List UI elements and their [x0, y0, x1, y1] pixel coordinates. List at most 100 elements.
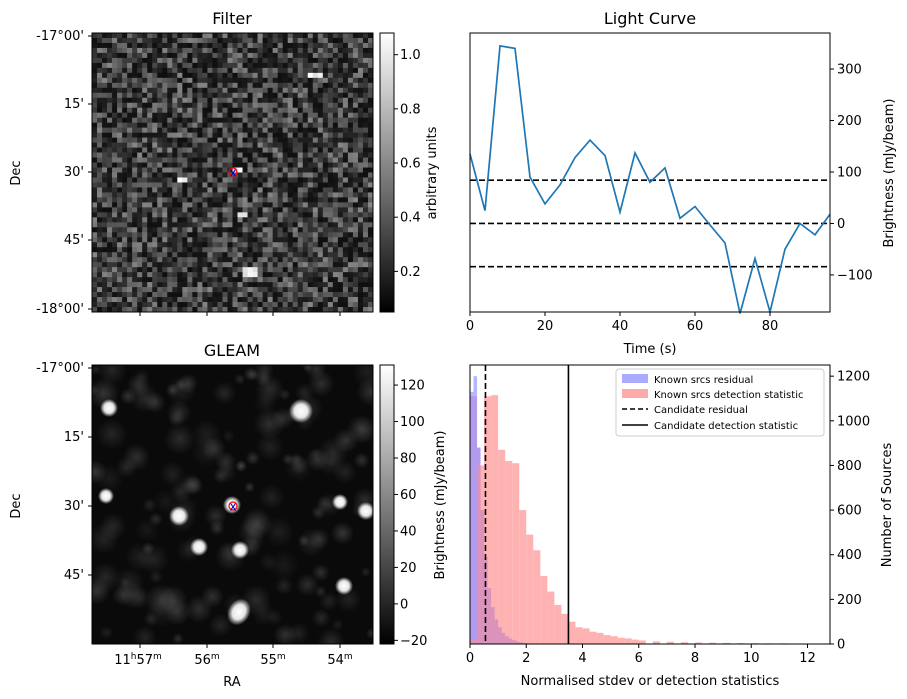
filter-pixel	[322, 192, 329, 198]
filter-pixel	[122, 132, 128, 138]
filter-pixel	[162, 117, 168, 123]
filter-pixel	[247, 167, 253, 173]
filter-pixel	[202, 157, 208, 163]
filter-pixel	[207, 247, 213, 253]
filter-pixel	[357, 67, 364, 74]
filter-pixel	[212, 212, 218, 218]
filter-pixel	[212, 227, 218, 233]
filter-pixel	[107, 162, 113, 168]
filter-pixel	[292, 132, 299, 138]
filter-pixel	[152, 122, 158, 128]
light-curve-xtick-label: 20	[537, 319, 554, 334]
filter-pixel	[242, 142, 248, 148]
filter-pixel	[272, 282, 278, 288]
filter-pixel	[117, 202, 123, 208]
filter-pixel	[322, 77, 329, 84]
filter-pixel	[227, 77, 233, 84]
filter-pixel	[232, 33, 238, 39]
filter-pixel	[202, 42, 208, 49]
filter-pixel	[347, 62, 354, 69]
histogram-bar-overlap	[515, 641, 520, 644]
filter-pixel	[367, 192, 374, 198]
filter-pixel	[117, 77, 123, 84]
filter-pixel	[337, 33, 344, 39]
filter-pixel	[97, 82, 103, 89]
filter-pixel	[227, 232, 233, 238]
filter-pixel	[237, 302, 243, 308]
filter-pixel	[312, 197, 319, 203]
filter-pixel	[97, 37, 103, 44]
filter-pixel	[162, 107, 168, 114]
filter-pixel	[167, 127, 173, 133]
filter-pixel	[122, 182, 128, 188]
filter-pixel	[102, 242, 108, 248]
gleam-noise-blob	[92, 384, 100, 396]
filter-pixel	[187, 197, 193, 203]
filter-pixel	[292, 37, 299, 44]
filter-pixel	[157, 197, 163, 203]
filter-pixel	[162, 182, 168, 188]
filter-pixel	[242, 307, 248, 313]
filter-pixel	[267, 292, 273, 298]
filter-pixel	[212, 37, 218, 44]
filter-pixel	[292, 107, 299, 114]
filter-pixel	[277, 302, 283, 308]
filter-pixel	[92, 52, 98, 59]
filter-pixel	[352, 212, 359, 218]
filter-pixel	[262, 42, 268, 49]
filter-pixel	[262, 167, 268, 173]
filter-pixel	[322, 82, 329, 89]
filter-pixel	[207, 177, 213, 183]
filter-pixel	[157, 292, 163, 298]
filter-pixel	[122, 147, 128, 153]
filter-pixel	[107, 292, 113, 298]
filter-pixel	[192, 287, 198, 293]
filter-pixel	[362, 142, 369, 148]
filter-pixel	[182, 227, 188, 233]
filter-pixel	[227, 112, 233, 118]
filter-pixel	[262, 162, 268, 168]
filter-pixel	[257, 77, 263, 84]
filter-pixel	[332, 87, 339, 94]
filter-pixel	[252, 107, 258, 114]
filter-pixel	[167, 202, 173, 208]
filter-pixel	[162, 187, 168, 193]
filter-pixel	[152, 147, 158, 153]
gleam-noise-blob	[132, 625, 157, 644]
filter-pixel	[257, 137, 263, 143]
histogram-bar-detection	[582, 628, 590, 644]
filter-pixel	[202, 257, 208, 263]
filter-pixel	[272, 287, 278, 293]
filter-pixel	[297, 262, 304, 268]
filter-pixel	[227, 47, 233, 54]
filter-pixel	[107, 102, 113, 109]
filter-pixel	[167, 102, 173, 109]
filter-pixel	[112, 97, 118, 104]
filter-pixel	[327, 247, 334, 253]
filter-pixel	[92, 42, 98, 49]
filter-pixel	[222, 262, 228, 268]
filter-pixel	[362, 242, 369, 248]
filter-pixel	[312, 47, 319, 54]
filter-pixel	[202, 307, 208, 313]
filter-pixel	[117, 57, 123, 64]
filter-pixel	[282, 277, 288, 283]
filter-pixel	[232, 107, 238, 114]
filter-pixel	[172, 47, 178, 54]
filter-pixel	[152, 187, 158, 193]
filter-pixel	[227, 92, 233, 99]
filter-pixel	[317, 182, 324, 188]
gleam-source	[235, 460, 247, 472]
filter-pixel	[122, 282, 128, 288]
filter-pixel	[337, 247, 344, 253]
filter-pixel	[132, 237, 138, 243]
filter-pixel	[262, 207, 268, 213]
filter-pixel	[187, 87, 193, 94]
filter-pixel	[272, 132, 278, 138]
filter-pixel	[287, 172, 294, 178]
filter-pixel	[352, 42, 359, 49]
filter-pixel	[252, 42, 258, 49]
filter-pixel	[117, 117, 123, 123]
gleam-noise-blob	[145, 583, 178, 616]
filter-pixel	[192, 162, 198, 168]
